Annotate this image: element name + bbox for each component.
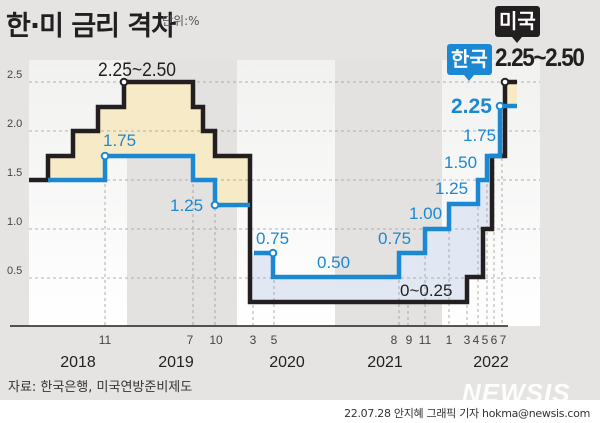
- us-callout-badge: 미국: [495, 6, 540, 43]
- kr-callout-badge: 한국: [447, 44, 492, 81]
- svg-text:6: 6: [491, 333, 498, 347]
- unit-label: 단위:%: [162, 14, 200, 28]
- us-rate-line: [29, 79, 517, 305]
- kr-marker: [210, 200, 220, 210]
- svg-text:8: 8: [391, 333, 398, 347]
- svg-text:3: 3: [250, 333, 257, 347]
- markers: [100, 77, 510, 258]
- svg-text:2020: 2020: [269, 354, 305, 371]
- y-tick: 1.5: [7, 167, 22, 179]
- svg-text:2019: 2019: [158, 354, 194, 371]
- kr-latest-marker: [495, 101, 505, 111]
- svg-text:5: 5: [271, 333, 278, 347]
- svg-text:4: 4: [473, 333, 480, 347]
- source-note: 자료: 한국은행, 미국연방준비제도: [8, 380, 193, 395]
- step-chart: 2.5 2.0 1.5 1.0 0.5 2.25~2.50 1.75 1.25 …: [7, 60, 540, 371]
- kr-marker: [100, 151, 110, 161]
- band-2018: [29, 60, 127, 326]
- us-latest-marker: [500, 77, 510, 87]
- kr-label: 1.75: [103, 131, 136, 150]
- x-month-ticks: 11 7 10 3 5 8 9 11 1 3 4 5 6 7: [99, 333, 507, 347]
- kr-label: 0.50: [317, 253, 350, 272]
- kr-latest-label: 2.25: [451, 95, 492, 118]
- svg-text:10: 10: [209, 333, 223, 347]
- y-tick: 0.5: [7, 265, 22, 277]
- kr-label: 0.75: [256, 229, 289, 248]
- newsis-logo: NEWSIS: [462, 378, 571, 408]
- kr-above-us-fill: [252, 106, 505, 302]
- us-above-kr-fill-2022: [505, 82, 517, 106]
- svg-text:7: 7: [187, 333, 194, 347]
- kr-label: 1.25: [170, 196, 203, 215]
- us-peak-label: 2.25~2.50: [98, 60, 176, 81]
- credit-line: 22.07.28 안지혜 그래픽 기자 hokma@newsis.com: [344, 407, 590, 420]
- us-latest-label: 2.25~2.50: [495, 44, 585, 72]
- svg-text:11: 11: [419, 333, 432, 347]
- kr-marker: [268, 248, 278, 258]
- svg-text:3: 3: [464, 333, 471, 347]
- svg-text:5: 5: [482, 333, 489, 347]
- svg-text:2021: 2021: [367, 354, 403, 371]
- svg-text:7: 7: [500, 333, 507, 347]
- svg-text:2022: 2022: [473, 354, 509, 371]
- svg-text:1: 1: [446, 333, 453, 347]
- kr-label: 1.00: [409, 204, 442, 223]
- kr-rate-line-2: [254, 103, 517, 280]
- svg-text:2018: 2018: [60, 354, 96, 371]
- chart-title: 한·미 금리 격차: [6, 11, 176, 42]
- kr-label: 1.25: [435, 179, 468, 198]
- y-tick: 1.0: [7, 216, 22, 228]
- svg-text:9: 9: [406, 333, 413, 347]
- svg-text:11: 11: [99, 333, 112, 347]
- us-bottom-label: 0~0.25: [400, 281, 452, 300]
- y-axis-labels: 2.5 2.0 1.5 1.0 0.5: [7, 69, 22, 277]
- x-year-labels: 2018 2019 2020 2021 2022: [60, 354, 509, 371]
- y-tick: 2.5: [7, 69, 22, 81]
- kr-label: 0.75: [378, 229, 411, 248]
- y-tick: 2.0: [7, 118, 22, 130]
- us-peak-marker: [119, 77, 129, 87]
- kr-label: 1.75: [463, 126, 496, 145]
- kr-label: 1.50: [444, 153, 477, 172]
